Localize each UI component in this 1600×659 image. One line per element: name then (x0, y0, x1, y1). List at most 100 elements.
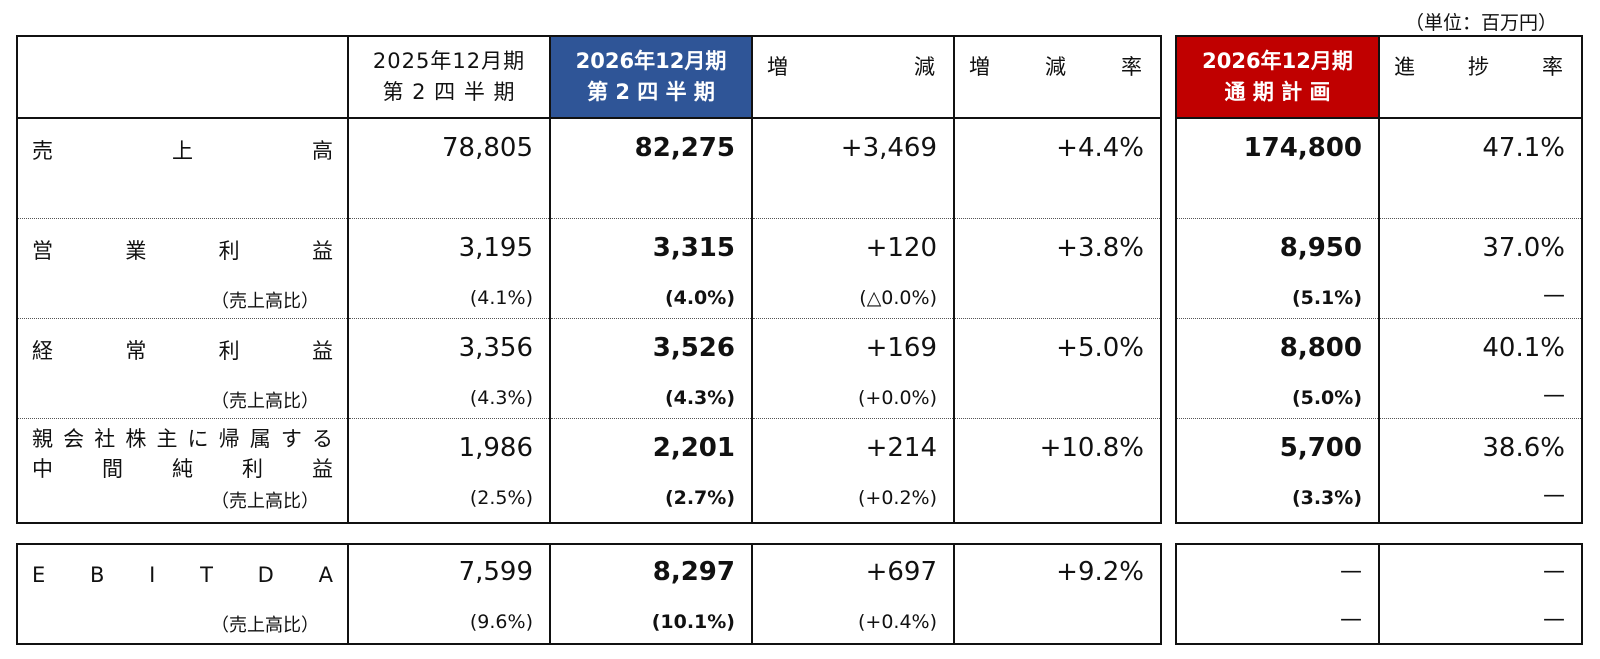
row-label: 営業利益 (32, 235, 333, 265)
cell-text: す (280, 426, 302, 451)
cell-text: 3,315 (652, 232, 735, 263)
cell-text: A (318, 563, 333, 587)
cell-text: (3.3%) (1291, 486, 1362, 509)
cell-text: I (149, 563, 156, 587)
cell-text: 8,800 (1279, 332, 1362, 363)
cell-text: 売 (32, 139, 53, 163)
cell-text: 率 (1121, 54, 1142, 79)
cell-text: 3,195 (458, 232, 533, 263)
cell-text: 帰 (218, 426, 240, 451)
cell-text: 第 2 四 半 期 (587, 80, 715, 104)
cell-text: に (187, 426, 209, 451)
cell-text: 属 (249, 426, 271, 451)
ebitda-table: E B I T D A （売上高比） 7,599 (9.6%) 8,297 (10.1%) +… (16, 543, 1162, 645)
cell-text: +697 (865, 557, 937, 587)
cell-text: (10.1%) (651, 611, 735, 633)
cell-text: T (200, 563, 213, 587)
cell-text: 上 (172, 139, 193, 163)
plan-header-row: 2026年12月期 通 期 計 画 進 捗 率 (1177, 37, 1581, 119)
cell-text: (4.3%) (469, 386, 533, 409)
cell-text: — (1543, 382, 1565, 408)
cell-text: （売上高比） (211, 615, 319, 636)
cell-text: 間 (102, 456, 123, 481)
row-label-line1: 親会社株主に帰属する (32, 423, 333, 453)
cell-text: 高 (312, 139, 333, 163)
header-progress: 進捗率 (1378, 37, 1581, 119)
cell-text: +169 (865, 332, 937, 363)
cell-text: 37.0% (1482, 232, 1565, 263)
row-sales: 売 上 高 78,805 82,275 +3,469 +4.4% (18, 118, 1160, 219)
plan-table: 2026年12月期 通 期 計 画 進 捗 率 174,800 47.1% 8,95… (1175, 35, 1583, 524)
cell-text: 進 (1394, 54, 1415, 79)
cell-text: (4.0%) (664, 286, 735, 309)
cell-text: 増 (969, 54, 990, 79)
cell-text: 常 (125, 338, 147, 363)
cell-text: B (90, 563, 105, 587)
cell-text: (△0.0%) (859, 286, 937, 309)
cell-text: +120 (865, 232, 937, 263)
cell-text: (2.5%) (469, 486, 533, 509)
row-ebitda: E B I T D A （売上高比） 7,599 (9.6%) 8,297 (10.1%) +… (18, 545, 1160, 643)
cell-text: 親 (32, 426, 53, 451)
row-ordinary-profit: 経 常 利 益 （売上高比） 3,356 (4.3%) 3,526 (4.3%) +169… (18, 318, 1160, 419)
header-diff: 増 減 (751, 37, 954, 119)
cell-text: — (1543, 607, 1565, 632)
header-plan: 2026年12月期 通 期 計 画 (1177, 37, 1379, 119)
cell-text: 2026年12月期 (575, 49, 727, 73)
cell-text: (4.1%) (469, 286, 533, 309)
cell-text: 8,950 (1279, 232, 1362, 263)
cell-text: 7,599 (458, 557, 533, 587)
cell-text: 1,986 (458, 432, 533, 463)
header-rate: 増 減 率 (953, 37, 1160, 119)
row-label-line2: 中間純利益 (32, 453, 333, 483)
header-row: 2025年12月期 第 2 四 半 期 2026年12月期 第 2 四 半 期 … (18, 37, 1160, 119)
cell-text: 営 (32, 238, 53, 263)
cell-text: 第 2 四 半 期 (382, 80, 516, 104)
cell-text: +3.8% (1056, 232, 1144, 263)
cell-text: (5.0%) (1291, 386, 1362, 409)
cell-text: 8,297 (652, 557, 735, 587)
row-operating-profit: 営 業 利 益 （売上高比） 3,195 (4.1%) 3,315 (4.0%) +120… (18, 218, 1160, 319)
cell-text: 5,700 (1279, 432, 1362, 463)
plan-row-ebitda: — — — — (1177, 545, 1581, 643)
cell-text: 社 (94, 426, 116, 451)
cell-text: 益 (311, 338, 333, 363)
cell-text: (5.1%) (1291, 286, 1362, 309)
cell-text: 40.1% (1482, 332, 1565, 363)
plan-row-sales: 174,800 47.1% (1177, 118, 1581, 219)
cell-text: +10.8% (1039, 432, 1144, 463)
cell-text: (+0.0%) (857, 386, 937, 409)
cell-text: 2,201 (652, 432, 735, 463)
cell-text: 中 (32, 456, 53, 481)
cell-text: 利 (242, 456, 263, 481)
cell-text: 益 (311, 238, 333, 263)
cell-text: 3,526 (652, 332, 735, 363)
cell-text: +5.0% (1056, 332, 1144, 363)
cell-text: (2.7%) (664, 486, 735, 509)
cell-text: 株 (125, 426, 147, 451)
cell-text: 利 (218, 338, 240, 363)
cell-text: — (1340, 607, 1362, 632)
cell-text: る (311, 426, 333, 451)
cell-text: +214 (865, 432, 937, 463)
cell-text: (+0.4%) (857, 611, 937, 633)
cell-text: 174,800 (1243, 133, 1362, 163)
cell-text: 経 (32, 338, 53, 363)
plan-row-net-income: 5,700 (3.3%) 38.6% — (1177, 418, 1581, 523)
header-prev: 2025年12月期 第 2 四 半 期 (347, 37, 550, 119)
cell-text: E (32, 563, 46, 587)
cell-text: （売上高比） (211, 390, 319, 412)
rate-value: +4.4% (1056, 133, 1144, 163)
unit-note: （単位：百万円） (1405, 12, 1558, 34)
plan-row-ordinary-profit: 8,800 (5.0%) 40.1% — (1177, 318, 1581, 419)
row-label: 経常利益 (32, 335, 333, 365)
cell-text: (4.3%) (664, 386, 735, 409)
cell-text: 業 (125, 238, 147, 263)
cell-text: 益 (312, 456, 333, 481)
cell-text: 増 (767, 54, 788, 79)
cell-text: 38.6% (1482, 432, 1565, 463)
prev-value: 78,805 (442, 133, 533, 163)
cell-text: 純 (172, 456, 193, 481)
cell-text: — (1543, 482, 1565, 508)
curr-value: 82,275 (634, 133, 735, 163)
